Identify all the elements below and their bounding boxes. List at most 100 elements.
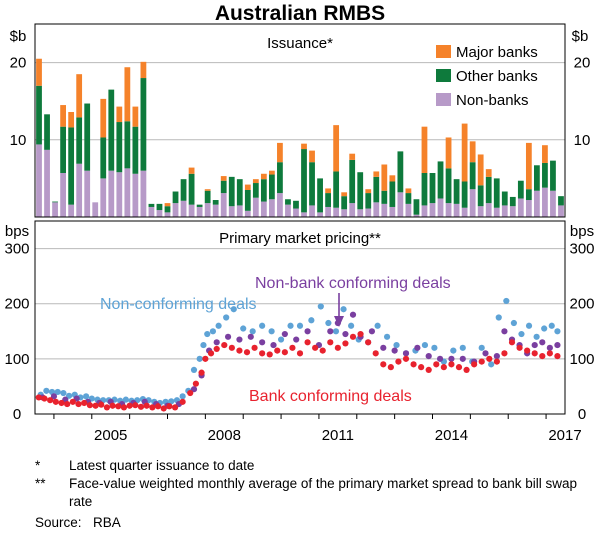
bottom-left-tick-label: 0 [13, 406, 21, 423]
bar-segment [429, 173, 436, 204]
bar-segment [509, 196, 516, 207]
scatter-point [332, 328, 340, 335]
bar-segment [389, 175, 396, 182]
scatter-point [459, 344, 466, 351]
x-axis-tick-label: 2005 [94, 427, 127, 444]
bar-segment [317, 212, 323, 217]
scatter-point [160, 405, 167, 412]
scatter-point [334, 344, 341, 351]
scatter-point [47, 397, 54, 404]
scatter-point [539, 353, 546, 360]
bar-segment [140, 61, 147, 79]
bar-segment [60, 105, 66, 127]
bar-segment [341, 196, 348, 210]
bar-segment [525, 200, 532, 217]
scatter-point [304, 328, 311, 335]
scatter-point [365, 339, 372, 346]
scatter-point [198, 369, 205, 376]
bar-segment [365, 189, 372, 194]
legend-label-major-banks: Major banks [456, 44, 538, 61]
scatter-point [533, 333, 540, 340]
bar-segment [36, 58, 42, 86]
scatter-point [69, 398, 76, 405]
bar-segment [236, 179, 243, 206]
bar-segment [485, 203, 492, 217]
annotation-bank-conforming: Bank conforming deals [249, 388, 412, 405]
scatter-point [421, 341, 429, 349]
bar-segment [180, 200, 187, 217]
bar-segment [220, 193, 227, 217]
bar-segment [485, 169, 492, 177]
bottom-left-unit: bps [5, 223, 29, 240]
bar-segment [373, 176, 380, 203]
bar-segment [333, 207, 340, 217]
scatter-point [380, 361, 387, 368]
bar-segment [76, 74, 83, 118]
bar-segment [461, 181, 468, 208]
scatter-point [281, 330, 288, 338]
scatter-point [190, 366, 198, 373]
scatter-point [525, 322, 533, 329]
scatter-point [54, 388, 61, 396]
scatter-point [531, 341, 538, 349]
scatter-point [546, 344, 553, 351]
top-panel-frame [34, 23, 566, 218]
scatter-point [277, 336, 285, 343]
bar-segment [381, 190, 388, 204]
scatter-point [192, 380, 199, 387]
bar-segment [550, 160, 556, 191]
bar-segment [164, 206, 171, 213]
scatter-point [213, 339, 220, 346]
bar-segment [534, 165, 540, 191]
bar-segment [108, 170, 115, 217]
bottom-right-tick-label: 0 [578, 406, 586, 423]
legend-swatch-non-banks [436, 93, 451, 106]
scatter-point [270, 341, 277, 349]
scatter-point [35, 394, 42, 401]
scatter-point [52, 398, 59, 405]
bar-segment [534, 190, 540, 217]
bar-segment [421, 126, 428, 173]
chart-title: Australian RMBS [215, 2, 385, 25]
bottom-right-tick-label: 300 [569, 241, 594, 258]
scatter-point [249, 328, 256, 335]
scatter-point [395, 358, 402, 365]
bar-segment [501, 205, 508, 217]
scatter-point [236, 336, 243, 343]
bar-segment [172, 191, 179, 204]
bar-segment [309, 150, 315, 163]
scatter-point [478, 344, 485, 351]
scatter-point [349, 311, 357, 318]
scatter-point [223, 314, 230, 321]
scatter-point [402, 350, 410, 357]
scatter-point [171, 404, 179, 411]
scatter-point [554, 328, 561, 335]
scatter-point [296, 350, 304, 357]
bar-segment [437, 198, 444, 217]
scatter-point [387, 364, 394, 371]
scatter-point [450, 347, 457, 354]
bar-segment [68, 127, 75, 205]
scatter-point [204, 330, 211, 338]
scatter-point [459, 355, 466, 362]
scatter-point [546, 350, 553, 357]
bar-segment [108, 89, 115, 171]
bar-segment [260, 173, 267, 180]
bar-segment [429, 203, 436, 217]
bar-segment [381, 164, 388, 191]
top-right-unit: $b [572, 28, 589, 45]
bar-segment [517, 180, 524, 199]
scatter-point [230, 306, 237, 313]
scatter-point [516, 344, 523, 351]
bar-segment [100, 178, 107, 217]
bar-segment [124, 121, 131, 169]
bar-segment [389, 181, 396, 207]
top-right-tick-label: 10 [574, 132, 591, 149]
footnote-2: ** Face-value weighted monthly average o… [35, 475, 595, 511]
bar-segment [461, 123, 468, 182]
bar-segment [325, 188, 331, 194]
bar-segment [373, 171, 380, 177]
scatter-point [81, 399, 88, 407]
bar-segment [437, 161, 444, 199]
scatter-point [548, 322, 555, 329]
